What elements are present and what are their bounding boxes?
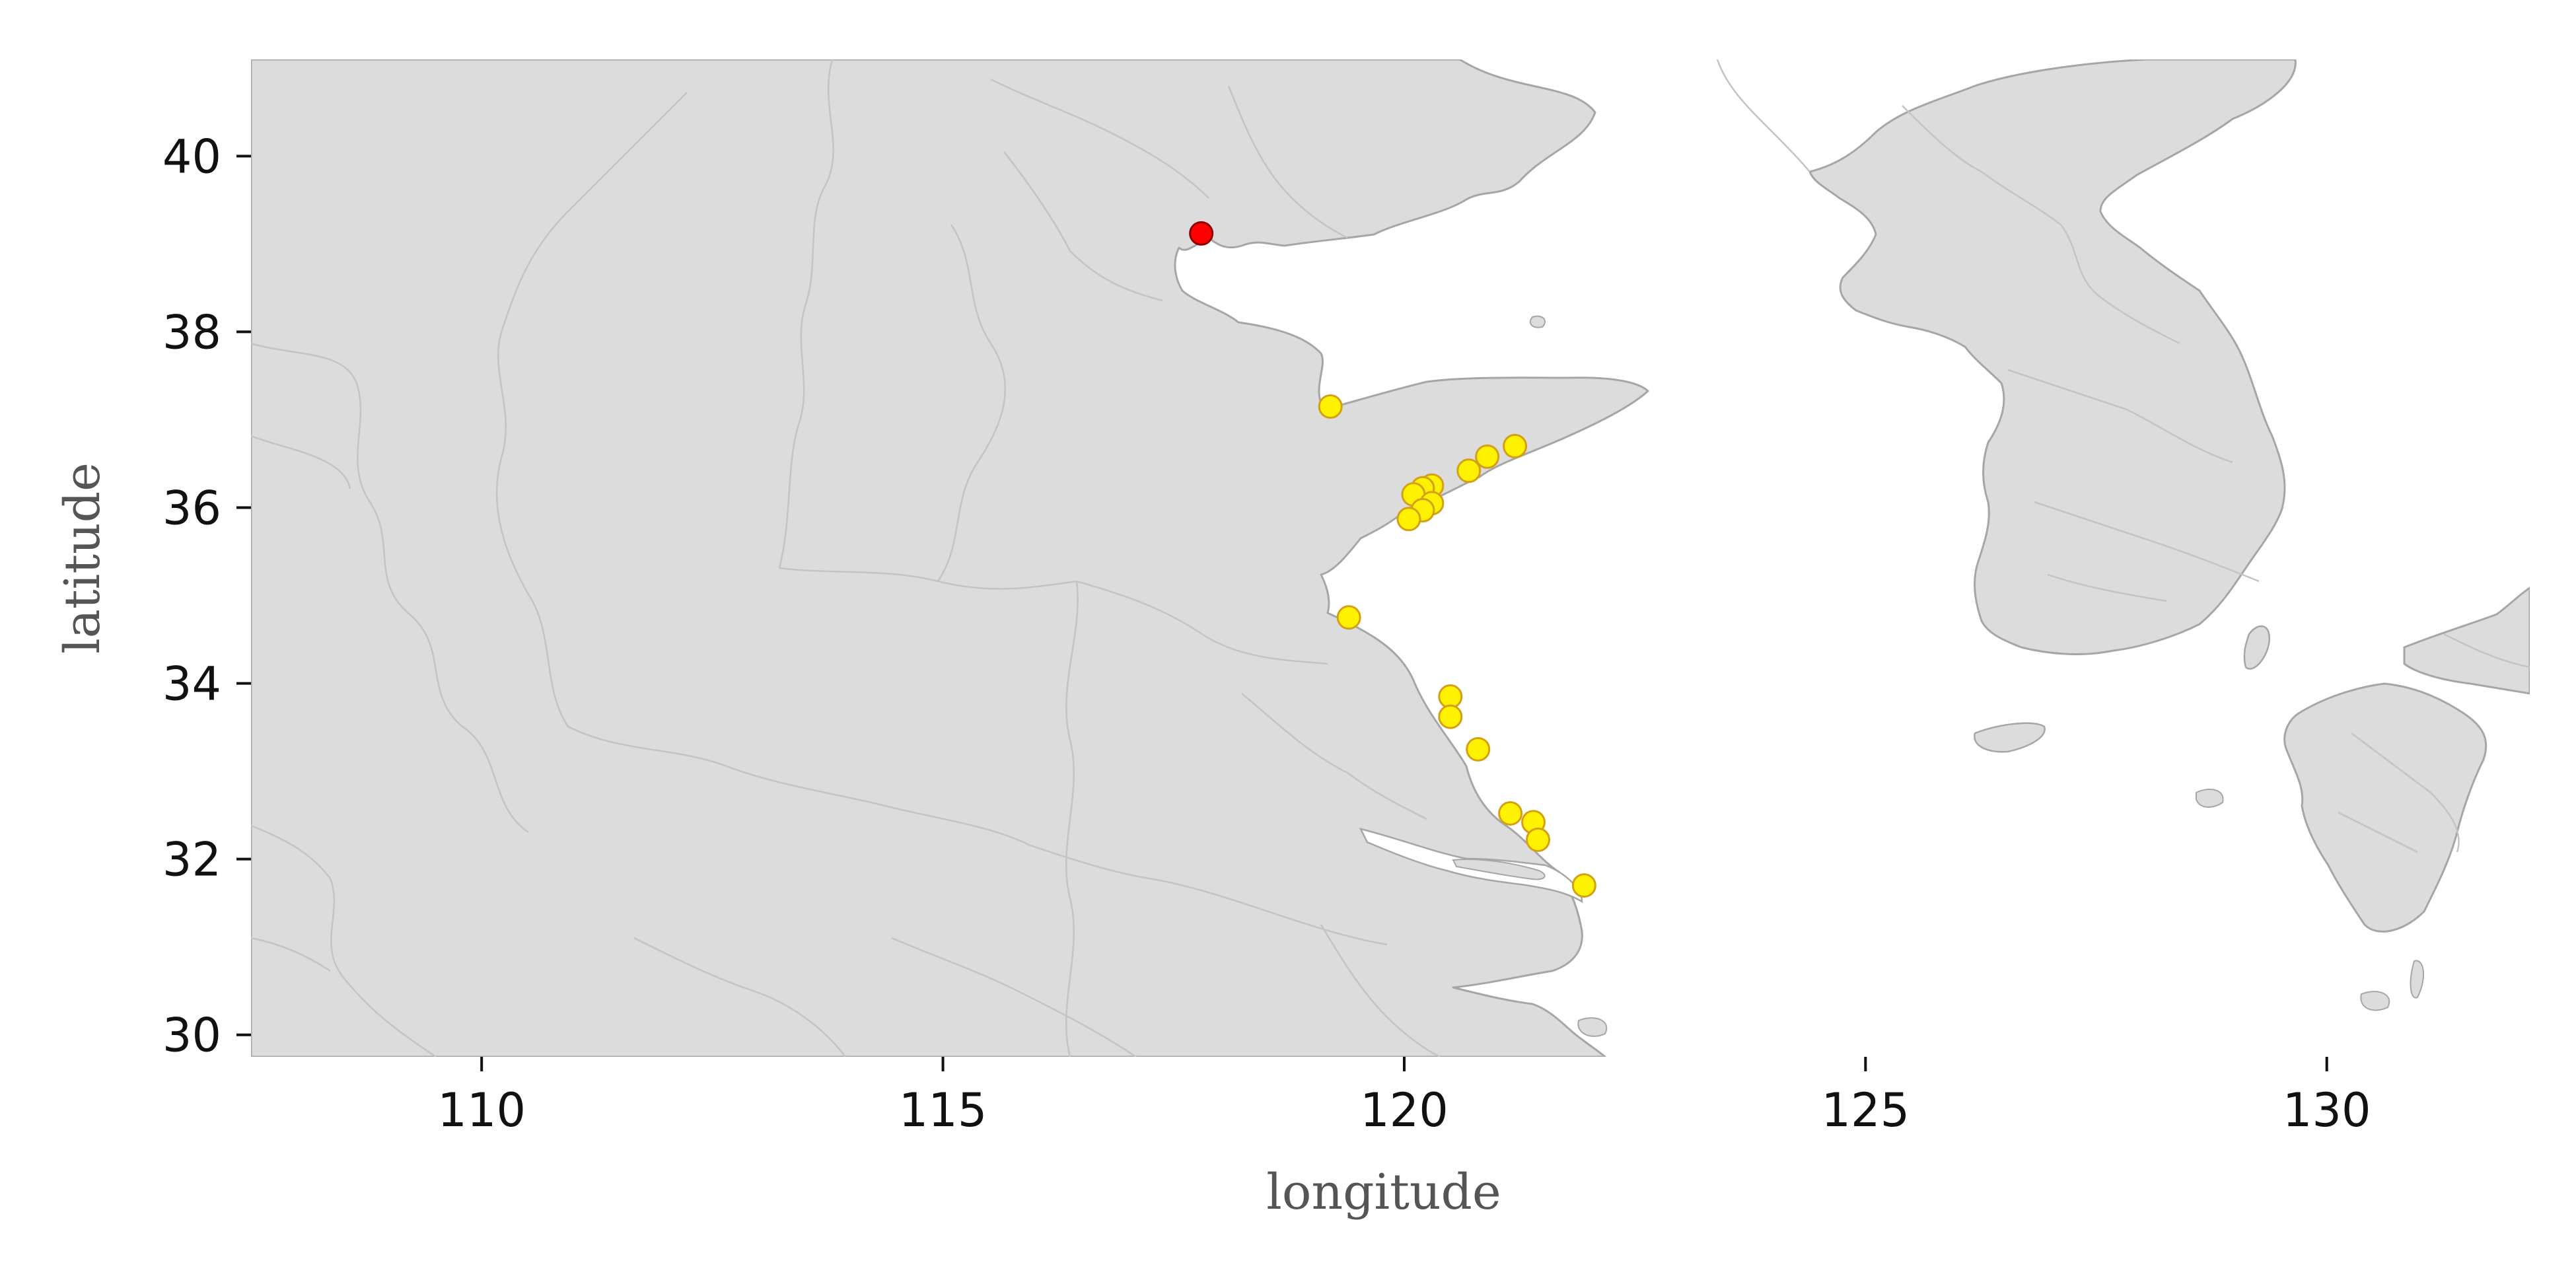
y-tick-label: 40 (162, 129, 221, 184)
x-tick-label: 130 (2283, 1083, 2371, 1137)
y-axis: 30 32 34 36 38 40 (162, 129, 251, 1063)
tanegashima-island (2410, 960, 2425, 999)
goto-islands (2196, 789, 2224, 808)
x-tick-label: 110 (437, 1083, 526, 1137)
chongming-island (1452, 858, 1546, 880)
kyushu-island (2283, 682, 2487, 933)
station-marker (1456, 458, 1482, 483)
honshu-west-tip (2403, 587, 2530, 695)
x-tick-label: 120 (1360, 1083, 1449, 1137)
station-marker (1475, 444, 1500, 469)
y-tick-label: 30 (162, 1009, 221, 1063)
station-marker (1438, 684, 1463, 709)
x-tick-label: 115 (899, 1083, 987, 1137)
station-marker (1503, 433, 1528, 458)
y-tick-label: 34 (162, 657, 221, 711)
station-marker (1498, 801, 1523, 826)
station-marker (1525, 827, 1550, 852)
station-markers (1189, 221, 1596, 898)
y-axis-title: latitude (54, 462, 111, 654)
station-marker (1318, 394, 1343, 419)
station-marker (1466, 736, 1491, 762)
y-tick-label: 32 (162, 833, 221, 887)
station-marker (1571, 873, 1596, 898)
map-plot-area (251, 59, 2530, 1057)
y-tick-label: 36 (162, 482, 221, 536)
yakushima-island (2360, 991, 2390, 1011)
y-tick-label: 38 (162, 305, 221, 359)
highlighted-station-marker (1189, 221, 1214, 246)
zhoushan-islands (1577, 1017, 1608, 1037)
station-marker (1336, 605, 1361, 630)
x-axis-title: longitude (1266, 1164, 1501, 1221)
station-marker (1396, 507, 1421, 532)
x-axis: 110 115 120 125 130 (437, 1057, 2371, 1137)
jeju-island (1974, 722, 2046, 753)
station-marker (1438, 704, 1463, 729)
province-borders (251, 59, 2530, 1057)
korean-peninsula (1808, 59, 2297, 655)
tsushima-island (2243, 625, 2271, 670)
changdao-islands (1529, 315, 1546, 328)
x-tick-label: 125 (1822, 1083, 1910, 1137)
